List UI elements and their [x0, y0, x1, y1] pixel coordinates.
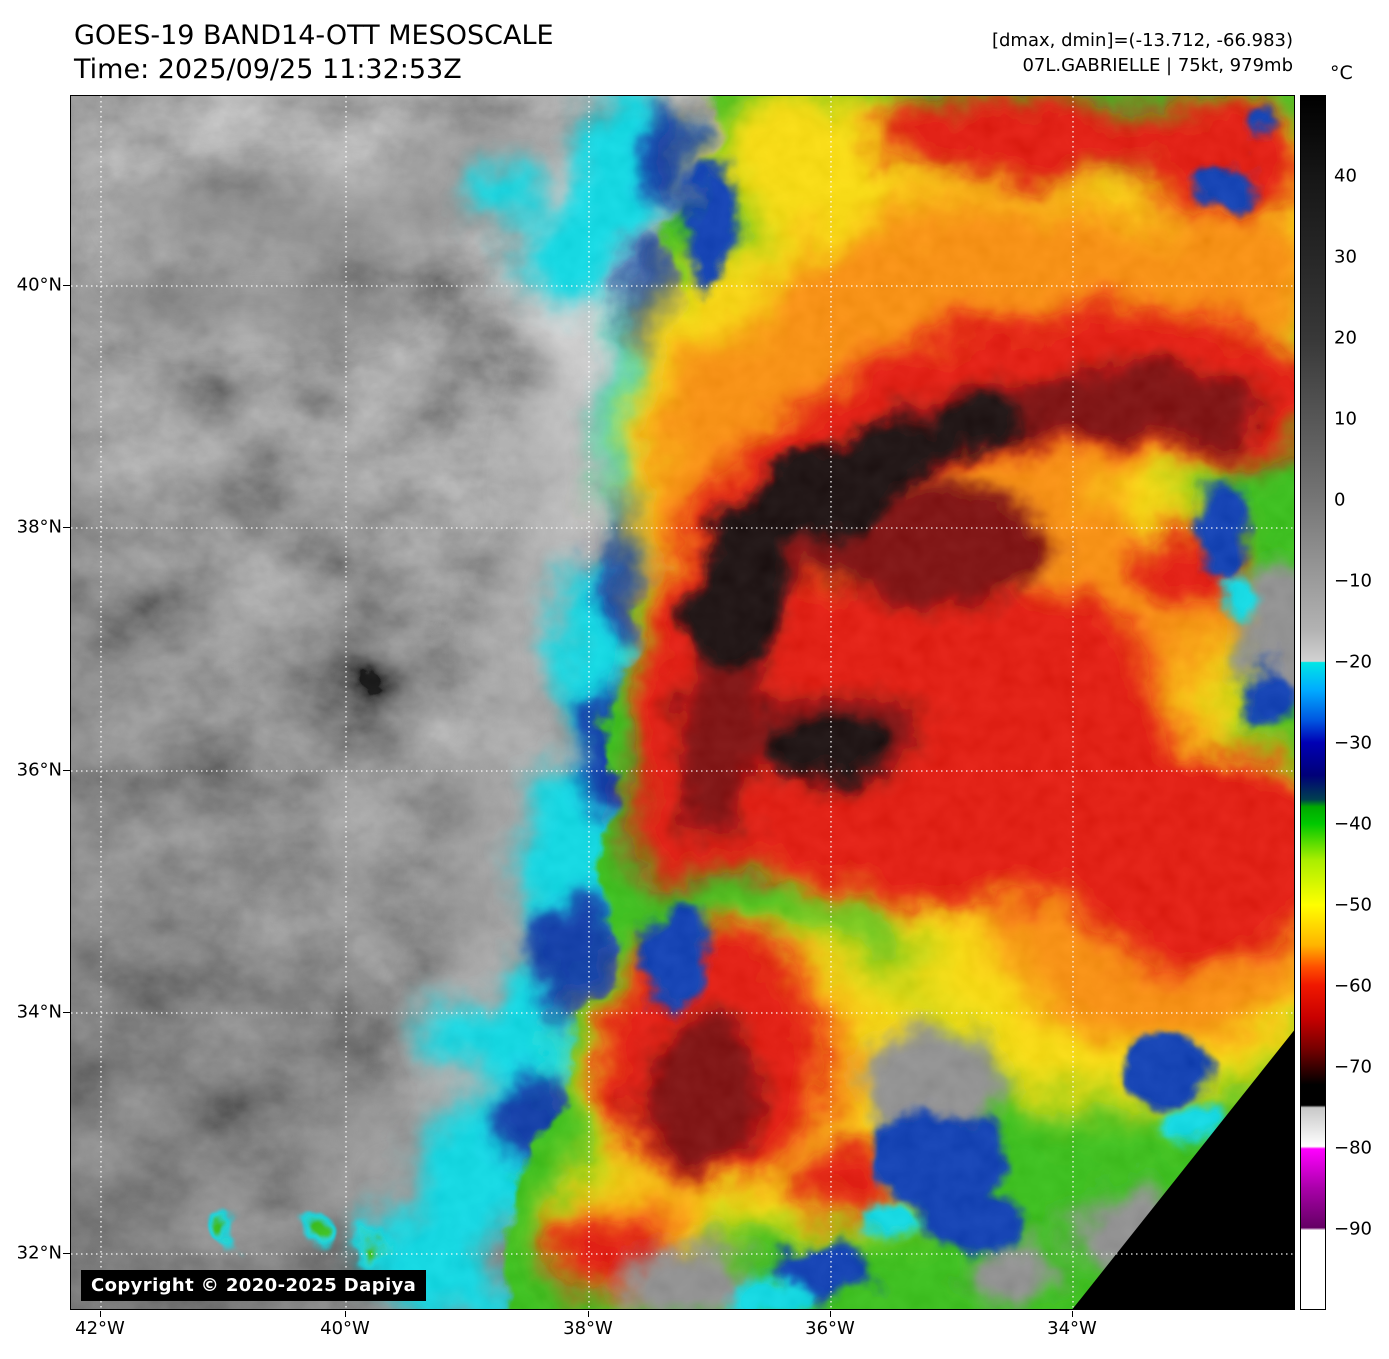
lon-tick [830, 1311, 831, 1317]
colorbar-tick-n20: −20 [1334, 651, 1372, 673]
no-data-corner [1072, 1030, 1294, 1309]
lon-tick [588, 1311, 589, 1317]
colorbar-tick-n90: −90 [1334, 1218, 1372, 1240]
lon-label-42w: 42°W [75, 1318, 125, 1339]
colorbar-tick-0: 0 [1334, 489, 1346, 511]
lon-label-40w: 40°W [320, 1318, 370, 1339]
lon-label-36w: 36°W [805, 1318, 855, 1339]
lat-tick [63, 1012, 70, 1013]
storm-info: 07L.GABRIELLE | 75kt, 979mb [1022, 55, 1293, 76]
lat-label-38n: 38°N [16, 516, 62, 538]
colorbar-tick-n30: −30 [1334, 732, 1372, 754]
lon-tick [100, 1311, 101, 1317]
colorbar [1300, 95, 1326, 1310]
lon-label-34w: 34°W [1047, 1318, 1097, 1339]
copyright-badge: Copyright © 2020-2025 Dapiya [81, 1270, 427, 1301]
colorbar-tick-n10: −10 [1334, 570, 1372, 592]
timestamp: Time: 2025/09/25 11:32:53Z [74, 54, 462, 85]
lat-tick [63, 770, 70, 771]
colorbar-tick-n40: −40 [1334, 813, 1372, 835]
colorbar-tick-n70: −70 [1334, 1056, 1372, 1078]
colorbar-unit-label: °C [1330, 62, 1353, 84]
colorbar-tick-n50: −50 [1334, 894, 1372, 916]
colorbar-tick-30: 30 [1334, 246, 1357, 268]
colorbar-tick-n60: −60 [1334, 975, 1372, 997]
lat-tick [63, 1253, 70, 1254]
texture-overlay [71, 96, 1294, 1309]
lon-tick [345, 1311, 346, 1317]
lat-label-32n: 32°N [16, 1242, 62, 1264]
colorbar-tick-40: 40 [1334, 165, 1357, 187]
lat-tick [63, 527, 70, 528]
lon-label-38w: 38°W [563, 1318, 613, 1339]
lat-label-40n: 40°N [16, 274, 62, 296]
lat-label-36n: 36°N [16, 759, 62, 781]
satellite-map[interactable]: Copyright © 2020-2025 Dapiya [70, 95, 1295, 1310]
colorbar-tick-10: 10 [1334, 408, 1357, 430]
graticule-grid [71, 96, 1294, 1309]
lat-tick [63, 285, 70, 286]
lat-label-34n: 34°N [16, 1001, 62, 1023]
colorbar-tick-n80: −80 [1334, 1137, 1372, 1159]
lon-tick [1072, 1311, 1073, 1317]
colorbar-tick-20: 20 [1334, 327, 1357, 349]
satellite-imagery [71, 96, 1294, 1309]
range-info: [dmax, dmin]=(-13.712, -66.983) [991, 30, 1293, 51]
page-title: GOES-19 BAND14-OTT MESOSCALE [74, 20, 554, 51]
